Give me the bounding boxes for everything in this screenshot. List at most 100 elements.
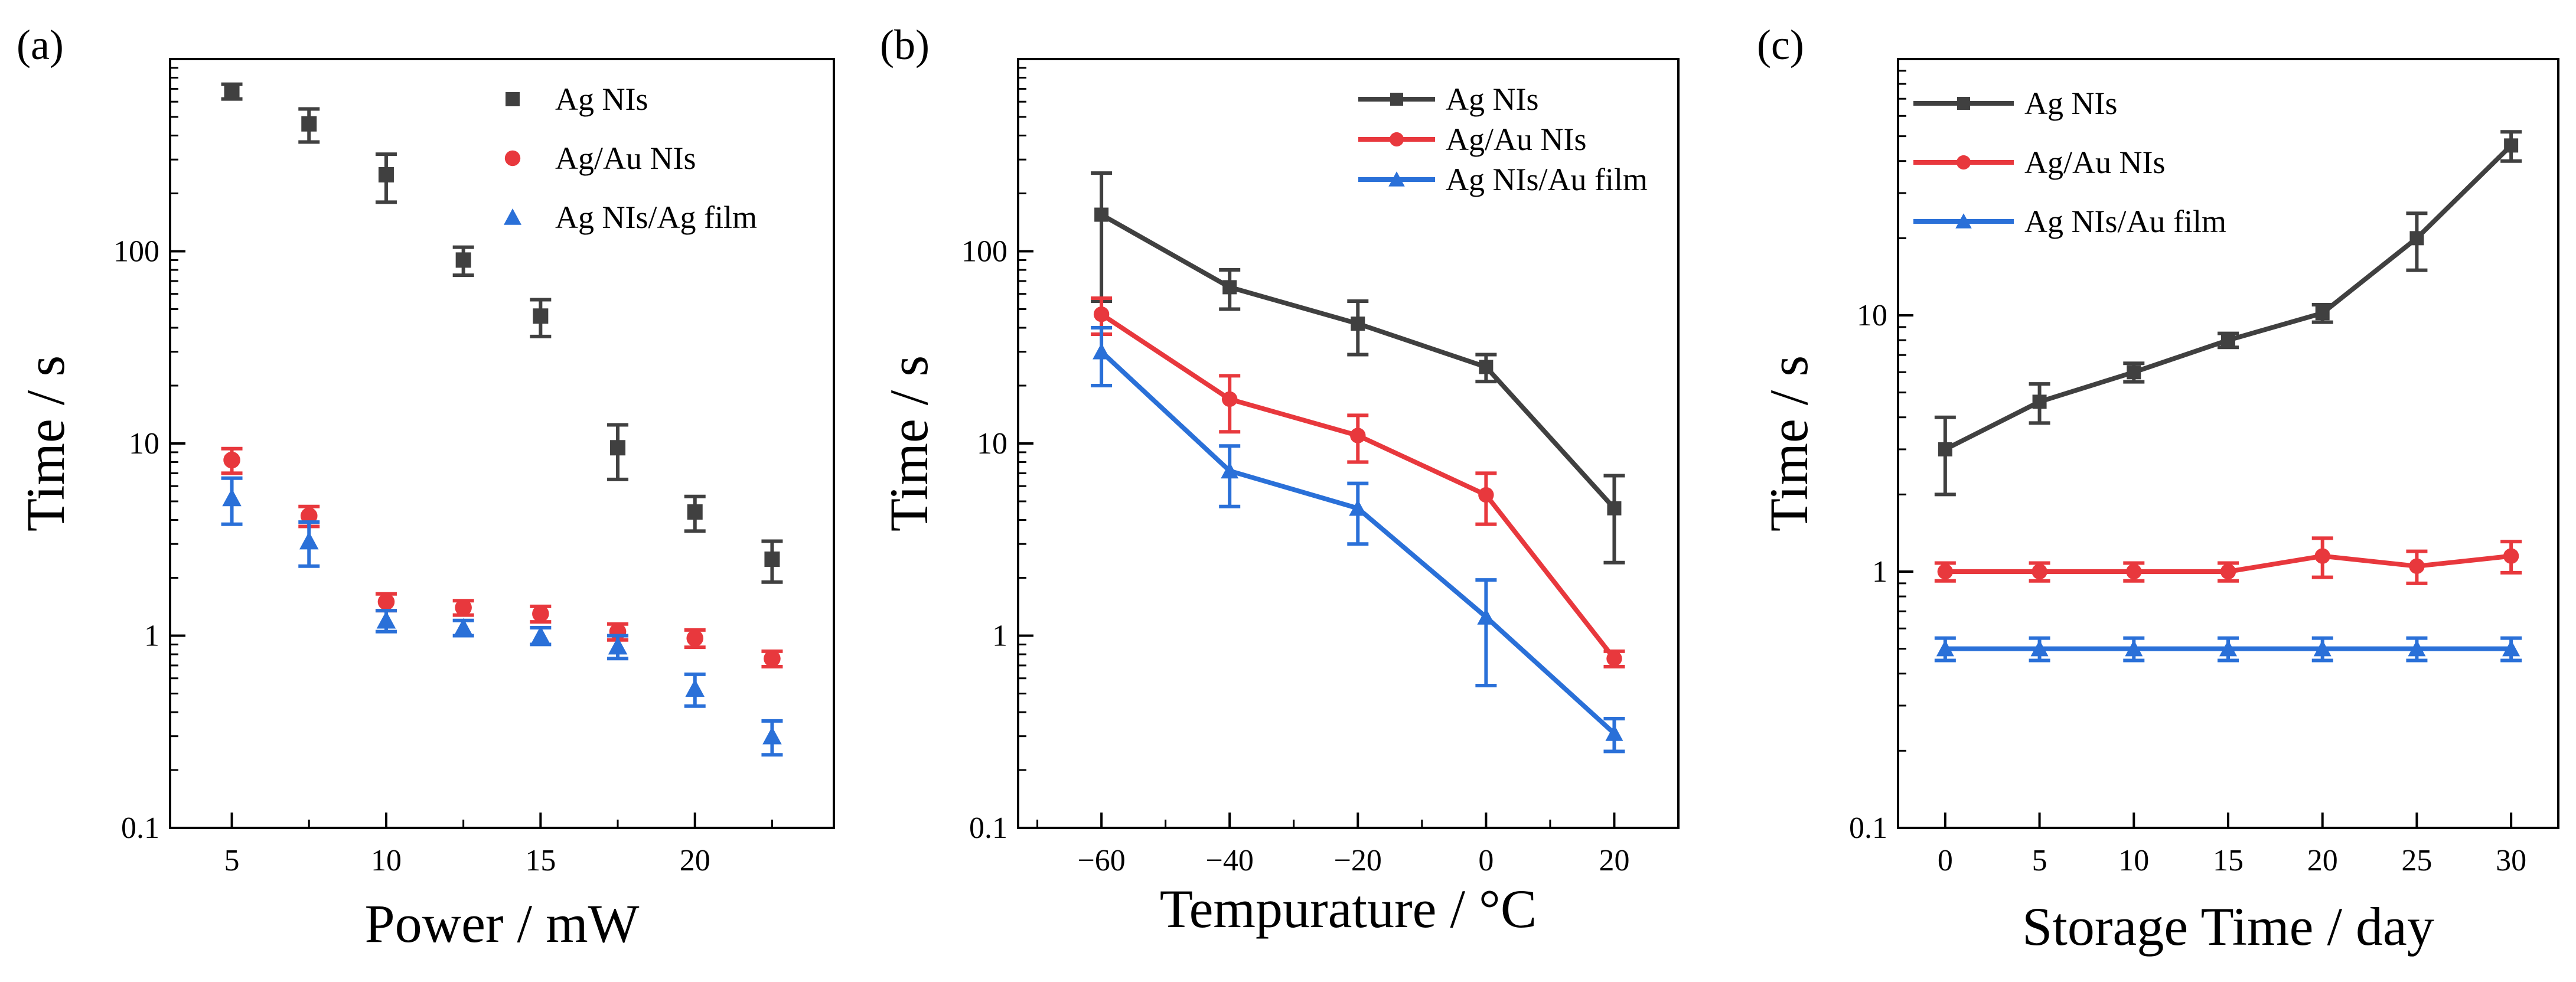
- data-point: [376, 611, 396, 629]
- legend-marker: [1389, 132, 1404, 147]
- data-point: [1937, 563, 1954, 580]
- legend-label: Ag/Au NIs: [1446, 122, 1587, 157]
- series-line: [1100, 213, 1616, 510]
- data-point: [301, 116, 317, 132]
- data-point: [2030, 640, 2049, 657]
- data-point: [1221, 462, 1239, 479]
- legend-marker: [1388, 171, 1405, 187]
- legend-label: Ag NIs: [555, 81, 648, 117]
- data-point: [2032, 394, 2047, 409]
- legend-label: Ag NIs/Ag film: [555, 200, 757, 235]
- y-tick-label: 0.1: [121, 811, 159, 845]
- data-point: [454, 618, 473, 636]
- data-point: [685, 678, 705, 697]
- legend: Ag NIs Ag/Au NIs Ag NIs/Au film: [1913, 86, 2226, 239]
- legend-marker: [1955, 213, 1972, 229]
- y-tick-label: 1: [1872, 555, 1887, 589]
- series-ag-au-nis: [1934, 536, 2522, 585]
- x-tick-label: 5: [2032, 844, 2047, 877]
- legend-label: Ag NIs/Au film: [1446, 162, 1648, 197]
- data-point: [455, 252, 471, 268]
- legend-label: Ag NIs/Au film: [2024, 204, 2226, 239]
- data-point: [2313, 640, 2332, 657]
- data-point: [764, 551, 780, 567]
- y-axis-label: Time / s: [1759, 355, 1819, 531]
- legend-label: Ag NIs: [1446, 81, 1539, 117]
- legend-marker: [1957, 97, 1970, 110]
- data-point: [223, 451, 240, 469]
- x-tick-label: 25: [2401, 844, 2432, 877]
- data-point: [300, 507, 318, 524]
- y-tick-label: 10: [977, 427, 1007, 461]
- legend-marker: [1390, 93, 1403, 106]
- y-tick-label: 0.1: [969, 811, 1007, 845]
- x-tick-label: 10: [371, 844, 402, 877]
- data-point: [222, 488, 242, 507]
- data-point: [2503, 548, 2519, 564]
- series-ag-nis: [221, 82, 783, 584]
- data-point: [299, 531, 319, 550]
- x-tick-label: 0: [1938, 844, 1953, 877]
- x-tick-label: 15: [525, 844, 556, 877]
- data-point: [1606, 651, 1622, 667]
- legend-label: Ag NIs: [2024, 86, 2118, 121]
- x-tick-label: 20: [680, 844, 710, 877]
- series-ag-nis-au-film: [1091, 326, 1625, 753]
- data-point: [1222, 280, 1237, 295]
- x-tick-label: 30: [2496, 844, 2526, 877]
- y-axis-label: Time / s: [15, 355, 76, 531]
- legend-marker: [506, 92, 520, 106]
- data-point: [1607, 501, 1622, 516]
- data-point: [2126, 563, 2142, 580]
- y-tick-label: 100: [961, 235, 1007, 269]
- y-tick-label: 100: [113, 235, 159, 269]
- data-point: [1350, 428, 1366, 443]
- data-point: [1349, 499, 1367, 516]
- y-axis-label: Time / s: [879, 355, 939, 531]
- panel-label: (c): [1757, 21, 1804, 68]
- x-tick-label: 20: [2307, 844, 2338, 877]
- y-tick-label: 10: [129, 427, 159, 461]
- data-point: [687, 504, 703, 520]
- data-point: [2315, 306, 2330, 321]
- data-point: [531, 626, 550, 644]
- legend-marker: [504, 150, 521, 167]
- data-point: [2127, 365, 2141, 380]
- data-point: [1938, 442, 1952, 456]
- data-point: [1093, 342, 1111, 360]
- chart-panel-2: (b) 0.1 1 10 100 −60 −40 −20 0 20 Tempurature / °C…: [879, 21, 1680, 939]
- data-point: [1221, 391, 1238, 407]
- legend-label: Ag/Au NIs: [2024, 145, 2166, 180]
- data-point: [224, 83, 240, 99]
- data-point: [2409, 231, 2424, 246]
- x-tick-label: 15: [2213, 844, 2244, 877]
- data-point: [2502, 640, 2520, 657]
- series-ag-nis-ag-film: [221, 476, 783, 757]
- data-point: [1351, 317, 1365, 331]
- chart-panel-1: (a) 0.1 1 10 100 5 10 15 20 Power / mW Time / s Ag …: [15, 21, 835, 954]
- data-point: [764, 650, 781, 667]
- plot-frame: [1897, 58, 2559, 829]
- y-tick-label: 0.1: [1849, 811, 1887, 845]
- data-point: [532, 605, 549, 622]
- legend-marker: [1956, 155, 1971, 170]
- data-point: [2125, 640, 2143, 657]
- data-point: [608, 637, 628, 655]
- panel-label: (b): [880, 21, 930, 68]
- data-point: [1478, 487, 1494, 503]
- x-tick-label: −20: [1334, 844, 1382, 877]
- x-axis-label: Tempurature / °C: [1160, 879, 1537, 939]
- x-tick-label: −40: [1206, 844, 1254, 877]
- data-point: [1936, 640, 1954, 657]
- data-point: [686, 629, 704, 647]
- data-point: [1605, 725, 1623, 741]
- data-point: [378, 167, 394, 182]
- data-point: [1477, 608, 1495, 625]
- series-ag-au-nis: [221, 446, 783, 668]
- data-point: [533, 308, 549, 324]
- chart-panel-3: (c) 0.1 1 10 0 5 10 15 20 25 30 Storage Time / day T…: [1757, 21, 2559, 957]
- x-tick-label: 5: [224, 844, 240, 877]
- data-point: [1093, 306, 1110, 322]
- x-tick-label: 20: [1599, 844, 1629, 877]
